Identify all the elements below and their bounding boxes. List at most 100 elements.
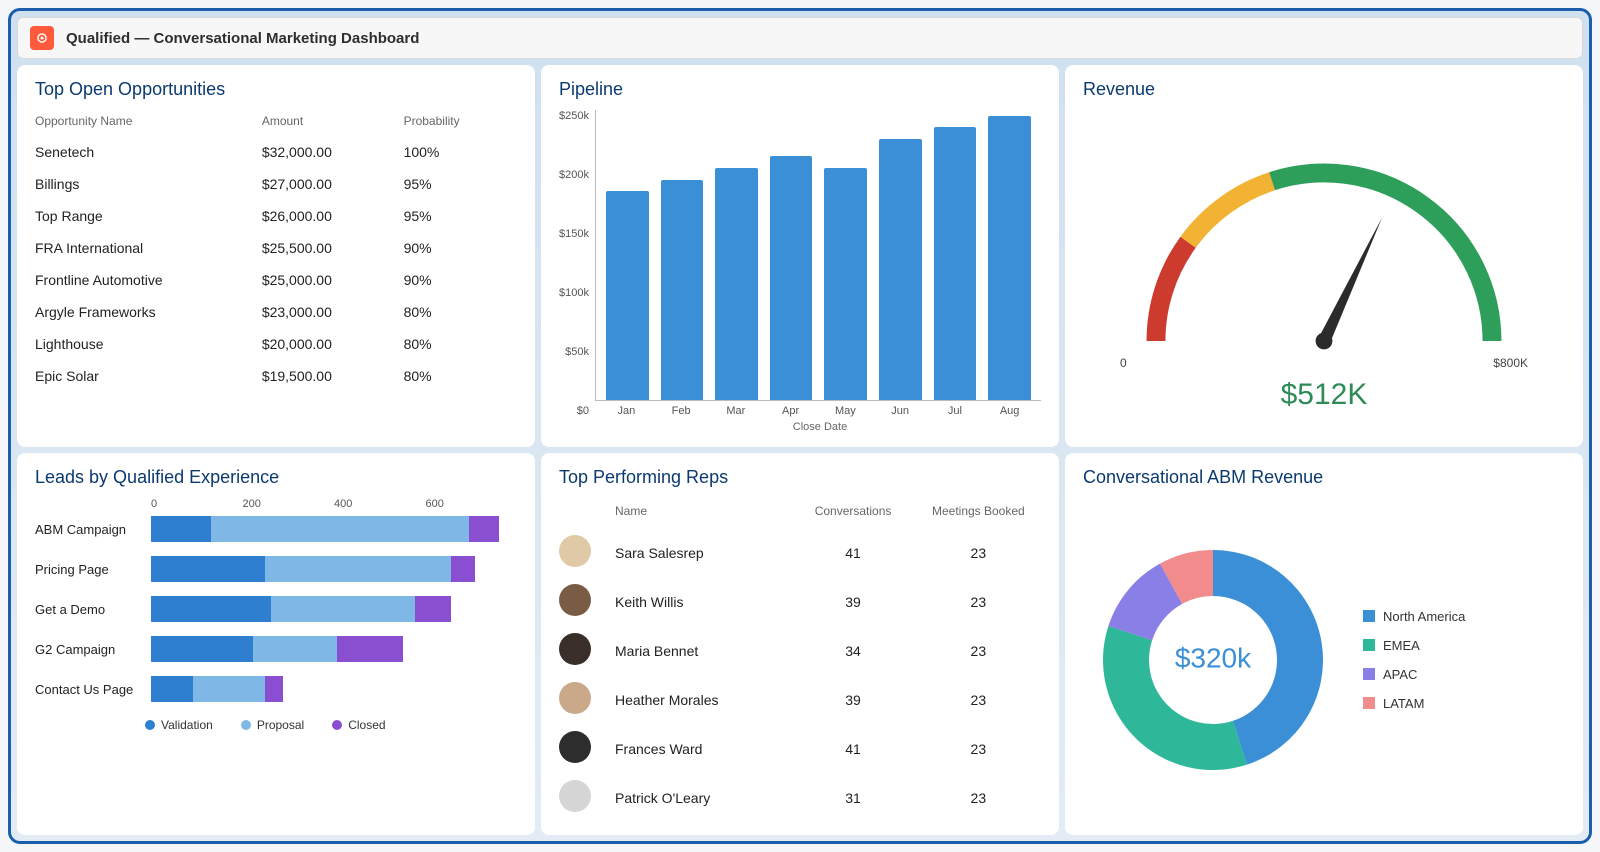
legend-item[interactable]: Proposal [241, 718, 304, 732]
table-row[interactable]: Heather Morales 39 23 [559, 675, 1041, 724]
table-row[interactable]: Senetech $32,000.00 100% [35, 136, 517, 168]
avatar [559, 633, 591, 665]
leads-row[interactable]: G2 Campaign [35, 636, 517, 662]
abm-legend: North America EMEA APAC LATAM [1363, 609, 1465, 711]
pipeline-bar[interactable] [770, 156, 813, 400]
opp-name: Lighthouse [35, 336, 262, 352]
opp-probability: 80% [404, 304, 517, 320]
table-row[interactable]: Frances Ward 41 23 [559, 724, 1041, 773]
pipeline-bar[interactable] [715, 168, 758, 400]
rep-meetings: 23 [916, 594, 1041, 610]
opportunities-title: Top Open Opportunities [35, 79, 517, 100]
reps-header-row: Name Conversations Meetings Booked [559, 498, 1041, 528]
card-reps: Top Performing Reps Name Conversations M… [541, 453, 1059, 835]
table-row[interactable]: Argyle Frameworks $23,000.00 80% [35, 296, 517, 328]
card-revenue: Revenue 0 $800K $512K [1065, 65, 1583, 447]
col-header: Amount [262, 114, 404, 128]
legend-label: APAC [1383, 667, 1417, 682]
col-header: Name [615, 504, 790, 518]
leads-segment-closed [337, 636, 403, 662]
leads-segment-closed [469, 516, 499, 542]
legend-item[interactable]: LATAM [1363, 696, 1465, 711]
leads-segment-proposal [265, 556, 451, 582]
table-row[interactable]: Billings $27,000.00 95% [35, 168, 517, 200]
leads-row[interactable]: Contact Us Page [35, 676, 517, 702]
col-header: Opportunity Name [35, 114, 262, 128]
table-row[interactable]: Lighthouse $20,000.00 80% [35, 328, 517, 360]
col-header: Conversations [790, 504, 915, 518]
rep-meetings: 23 [916, 545, 1041, 561]
opp-probability: 80% [404, 368, 517, 384]
dashboard-grid: Top Open Opportunities Opportunity Name … [17, 65, 1583, 835]
table-row[interactable]: Sara Salesrep 41 23 [559, 528, 1041, 577]
gauge-min-label: 0 [1120, 356, 1127, 370]
table-row[interactable]: Top Range $26,000.00 95% [35, 200, 517, 232]
col-header: Probability [404, 114, 517, 128]
table-row[interactable]: Frontline Automotive $25,000.00 90% [35, 264, 517, 296]
opp-probability: 100% [404, 144, 517, 160]
pipeline-bar[interactable] [988, 116, 1031, 400]
opp-amount: $23,000.00 [262, 304, 404, 320]
card-pipeline: Pipeline $250k$200k$150k$100k$50k$0 JanF… [541, 65, 1059, 447]
legend-item[interactable]: North America [1363, 609, 1465, 624]
rep-name: Heather Morales [615, 692, 790, 708]
legend-item[interactable]: APAC [1363, 667, 1465, 682]
opp-amount: $26,000.00 [262, 208, 404, 224]
gauge-value: $512K [1281, 378, 1368, 412]
leads-row[interactable]: ABM Campaign [35, 516, 517, 542]
table-row[interactable]: Maria Bennet 34 23 [559, 626, 1041, 675]
legend-item[interactable]: EMEA [1363, 638, 1465, 653]
rep-name: Sara Salesrep [615, 545, 790, 561]
opp-name: Billings [35, 176, 262, 192]
opp-probability: 80% [404, 336, 517, 352]
rep-conversations: 41 [790, 545, 915, 561]
opp-amount: $25,000.00 [262, 272, 404, 288]
rep-conversations: 39 [790, 692, 915, 708]
reps-title: Top Performing Reps [559, 467, 1041, 488]
table-row[interactable]: Patrick O'Leary 31 23 [559, 773, 1041, 822]
gauge-max-label: $800K [1493, 356, 1528, 370]
pipeline-chart: $250k$200k$150k$100k$50k$0 JanFebMarAprM… [559, 110, 1041, 417]
opp-probability: 90% [404, 272, 517, 288]
pipeline-x-axis-title: Close Date [599, 421, 1041, 433]
rep-name: Keith Willis [615, 594, 790, 610]
legend-item[interactable]: Validation [145, 718, 213, 732]
table-row[interactable]: Epic Solar $19,500.00 80% [35, 360, 517, 392]
opp-name: Epic Solar [35, 368, 262, 384]
leads-x-axis: 0200400600 [151, 498, 517, 510]
col-header: Meetings Booked [916, 504, 1041, 518]
pipeline-bar[interactable] [879, 139, 922, 400]
leads-segment-closed [451, 556, 475, 582]
rep-name: Patrick O'Leary [615, 790, 790, 806]
opp-name: Top Range [35, 208, 262, 224]
leads-segment-closed [265, 676, 283, 702]
opp-name: Senetech [35, 144, 262, 160]
leads-title: Leads by Qualified Experience [35, 467, 517, 488]
avatar [559, 682, 591, 714]
pipeline-title: Pipeline [559, 79, 1041, 100]
pipeline-bar[interactable] [934, 127, 977, 400]
qualified-logo-icon [30, 26, 54, 50]
table-row[interactable]: Keith Willis 39 23 [559, 577, 1041, 626]
pipeline-bar[interactable] [824, 168, 867, 400]
leads-segment-validation [151, 636, 253, 662]
opp-name: Frontline Automotive [35, 272, 262, 288]
abm-donut-chart: $320k North AmericaEMEAAPACLATAM [1083, 498, 1565, 821]
revenue-title: Revenue [1083, 79, 1565, 100]
revenue-gauge: 0 $800K $512K [1083, 110, 1565, 433]
pipeline-y-axis: $250k$200k$150k$100k$50k$0 [559, 110, 595, 417]
legend-item[interactable]: Closed [332, 718, 385, 732]
pipeline-bar[interactable] [661, 180, 704, 400]
legend-label: Proposal [257, 718, 304, 732]
leads-row[interactable]: Get a Demo [35, 596, 517, 622]
dashboard-frame: Qualified — Conversational Marketing Das… [8, 8, 1592, 844]
rep-conversations: 41 [790, 741, 915, 757]
rep-conversations: 34 [790, 643, 915, 659]
rep-meetings: 23 [916, 741, 1041, 757]
leads-row[interactable]: Pricing Page [35, 556, 517, 582]
table-row[interactable]: FRA International $25,500.00 90% [35, 232, 517, 264]
card-abm-revenue: Conversational ABM Revenue $320k North A… [1065, 453, 1583, 835]
opp-amount: $32,000.00 [262, 144, 404, 160]
opp-name: FRA International [35, 240, 262, 256]
pipeline-bar[interactable] [606, 191, 649, 400]
